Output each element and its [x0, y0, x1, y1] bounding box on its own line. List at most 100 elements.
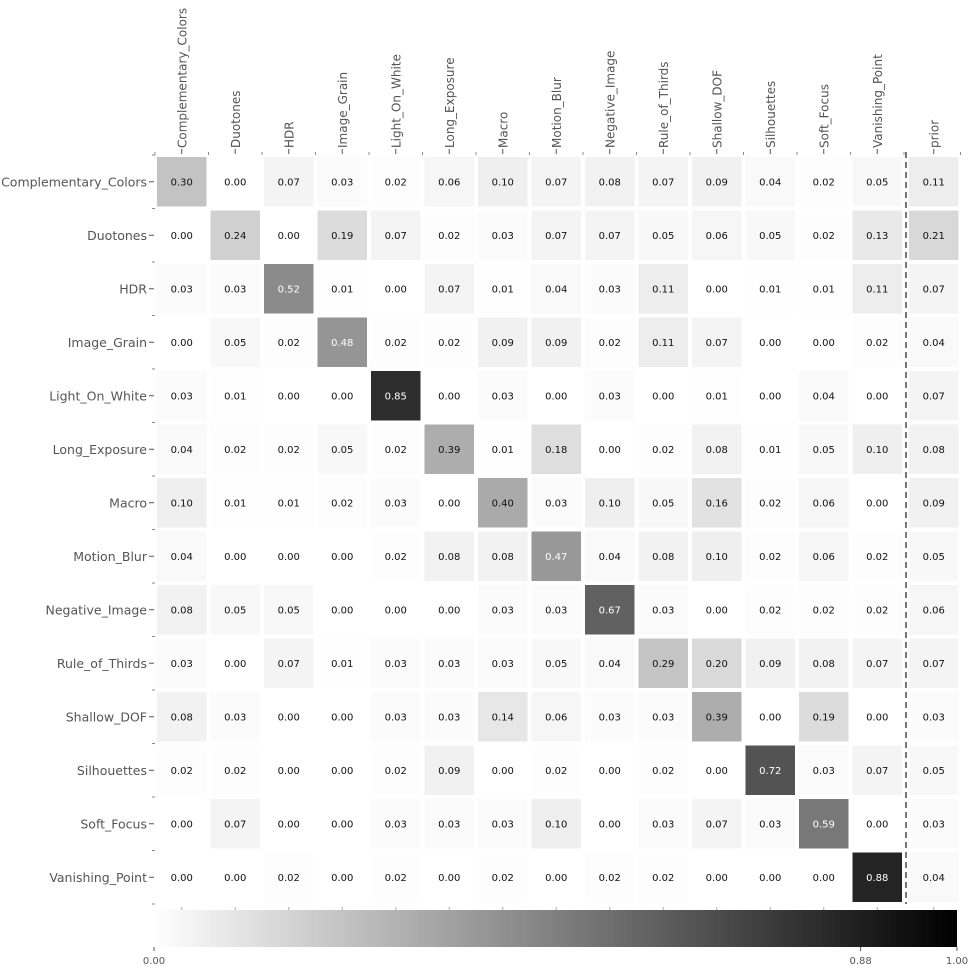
row-label: Light_On_White — [49, 388, 147, 403]
cell-value-label: 0.00 — [278, 552, 300, 563]
cell-value-label: 0.03 — [652, 819, 674, 830]
cell-value-label: 0.01 — [759, 284, 781, 295]
heatmap-cell — [478, 585, 528, 635]
cell-value-label: 0.00 — [599, 766, 621, 777]
column-label: Motion_Blur — [550, 77, 564, 148]
heatmap-cell — [585, 157, 635, 207]
cell-value-label: 0.07 — [224, 819, 246, 830]
cell-value-label: 0.03 — [492, 391, 514, 402]
heatmap-cell — [317, 638, 367, 688]
cell-value-label: 0.05 — [278, 605, 300, 616]
heatmap-cell — [531, 799, 581, 849]
heatmap-cell — [585, 424, 635, 474]
heatmap-cell — [909, 157, 959, 207]
heatmap-cell — [531, 638, 581, 688]
cell-value-label: 0.08 — [492, 552, 514, 563]
heatmap-cell — [210, 424, 260, 474]
heatmap-cell — [478, 531, 528, 581]
heatmap-cell — [371, 799, 421, 849]
cell-value-label: 0.00 — [759, 873, 781, 884]
cell-value-label: 0.00 — [706, 284, 728, 295]
heatmap-cell — [852, 478, 902, 528]
heatmap-cell — [264, 478, 314, 528]
cell-value-label: 0.10 — [545, 819, 567, 830]
heatmap-cell — [317, 852, 367, 902]
heatmap-cell — [371, 157, 421, 207]
cell-value-label: 0.09 — [492, 338, 514, 349]
heatmap-cell — [264, 585, 314, 635]
axis-labels: Complementary_Colors Duotones HDR Image_Gra… — [1, 8, 961, 905]
heatmap-cell — [317, 157, 367, 207]
heatmap-cell — [909, 317, 959, 367]
cell-value-label: 0.01 — [224, 498, 246, 509]
heatmap-cell — [210, 317, 260, 367]
heatmap-cell — [157, 371, 207, 421]
heatmap-cell — [157, 157, 207, 207]
cell-value-label: 0.03 — [923, 819, 945, 830]
cell-value-label: 0.08 — [813, 659, 835, 670]
heatmap-cell — [638, 638, 688, 688]
heatmap-cell — [371, 371, 421, 421]
cell-value-label: 0.00 — [224, 177, 246, 188]
heatmap-cell — [852, 585, 902, 635]
heatmap-cell — [745, 745, 795, 795]
column-label: HDR — [282, 121, 296, 148]
column-label: Duotones — [229, 91, 243, 148]
cell-value-label: 0.67 — [599, 605, 621, 616]
row-label: Silhouettes — [77, 763, 147, 778]
heatmap-cell — [424, 692, 474, 742]
cell-value-label: 0.00 — [866, 712, 888, 723]
heatmap-cell — [638, 264, 688, 314]
heatmap-cell — [909, 799, 959, 849]
heatmap-cell — [745, 531, 795, 581]
heatmap-cell — [157, 478, 207, 528]
heatmap-cell — [799, 317, 849, 367]
cell-value-label: 0.03 — [224, 284, 246, 295]
row-label: Shallow_DOF — [66, 709, 147, 724]
cell-value-label: 0.02 — [385, 177, 407, 188]
row-label: HDR — [119, 281, 147, 296]
cell-value-label: 0.07 — [923, 659, 945, 670]
heatmap-cell — [799, 531, 849, 581]
cell-value-label: 0.06 — [813, 552, 835, 563]
column-label: Long_Exposure — [443, 57, 457, 148]
heatmap-cell — [371, 424, 421, 474]
heatmap-cell — [585, 317, 635, 367]
heatmap-cell — [909, 852, 959, 902]
cell-value-label: 0.01 — [813, 284, 835, 295]
column-label: Complementary_Colors — [175, 8, 189, 148]
cell-value-label: 0.04 — [599, 552, 621, 563]
cell-value-label: 0.00 — [706, 873, 728, 884]
heatmap-cell — [264, 157, 314, 207]
heatmap-cell — [264, 264, 314, 314]
cell-value-label: 0.01 — [706, 391, 728, 402]
cell-value-label: 0.00 — [652, 391, 674, 402]
heatmap-cell — [371, 478, 421, 528]
heatmap-cell — [852, 157, 902, 207]
cell-value-label: 0.05 — [759, 231, 781, 242]
cell-value-label: 0.03 — [385, 659, 407, 670]
cell-value-label: 0.09 — [923, 498, 945, 509]
cell-value-label: 0.02 — [331, 498, 353, 509]
cell-value-label: 0.39 — [706, 712, 728, 723]
heatmap-cell — [157, 210, 207, 260]
heatmap-cell — [478, 799, 528, 849]
heatmap-cell — [531, 478, 581, 528]
cell-value-label: 0.03 — [599, 284, 621, 295]
heatmap-cell — [157, 317, 207, 367]
cell-value-label: 0.02 — [813, 605, 835, 616]
cell-value-label: 0.00 — [438, 391, 460, 402]
colorbar-gradient — [154, 910, 957, 947]
heatmap-cell — [478, 157, 528, 207]
heatmap-cell — [799, 478, 849, 528]
colorbar: 0.00 0.88 1.00 — [143, 907, 968, 967]
heatmap-cell — [531, 424, 581, 474]
heatmap-cell — [692, 745, 742, 795]
cell-value-label: 0.29 — [652, 659, 674, 670]
cell-value-label: 0.08 — [171, 712, 193, 723]
cell-value-label: 0.04 — [545, 284, 567, 295]
cell-value-label: 0.08 — [171, 605, 193, 616]
cell-value-label: 0.00 — [171, 873, 193, 884]
cell-value-label: 0.01 — [492, 284, 514, 295]
heatmap-cell — [852, 317, 902, 367]
